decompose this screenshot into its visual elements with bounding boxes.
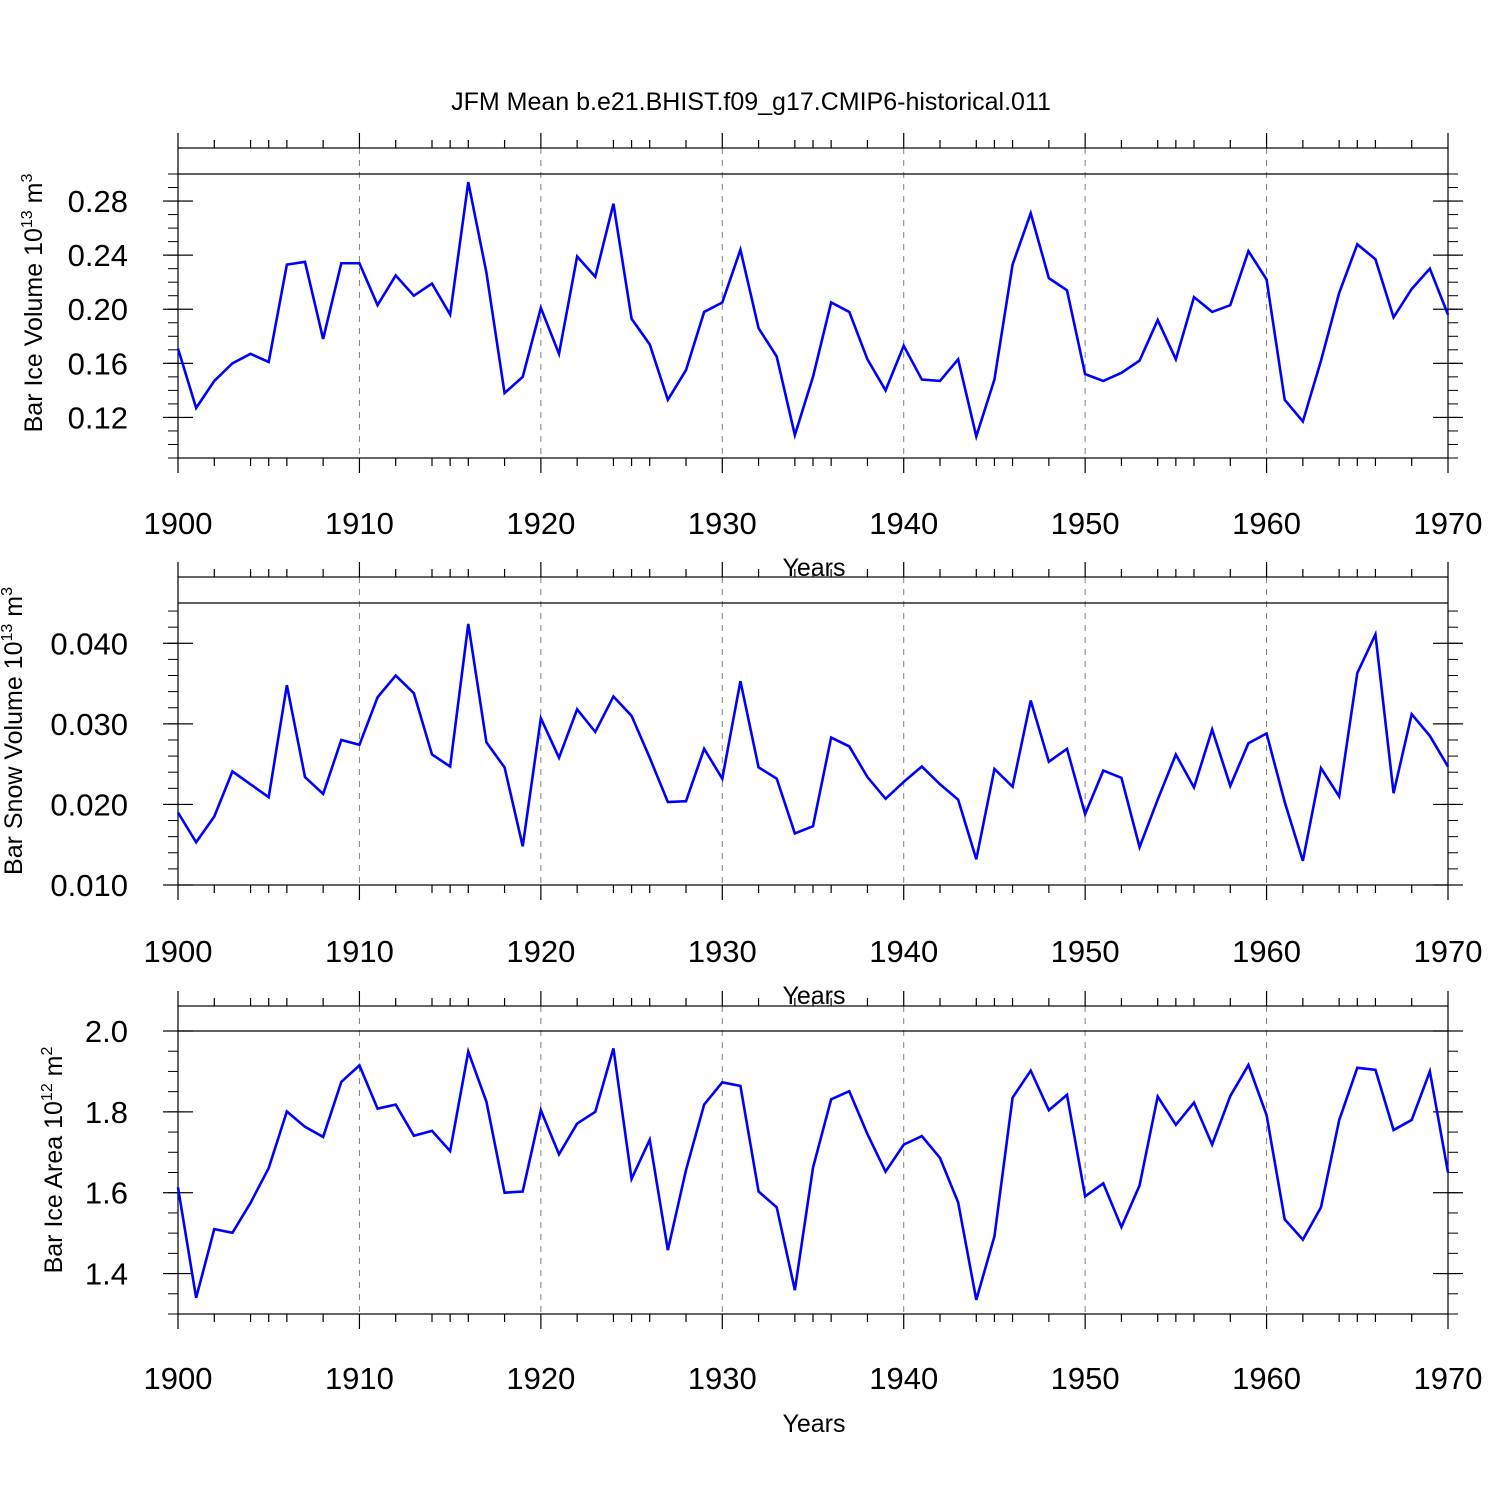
y-axis-title-unit-exponent: 3 — [0, 587, 16, 596]
y-axis-title: Bar Snow Volume 1013 m3 — [0, 587, 28, 875]
x-tick-label-1950: 1950 — [1051, 1361, 1120, 1396]
y-tick-label: 0.20 — [68, 292, 128, 327]
y-axis-title-unit: m — [40, 1056, 68, 1084]
plot-frame — [177, 147, 1449, 459]
panel-ice-area: 1900 1910 1920 1930 1940 1950 1960 1970 Years 1.4… — [39, 991, 1482, 1438]
series-line-ice-area — [176, 1046, 1450, 1301]
x-tick-label-1920: 1920 — [506, 934, 575, 969]
y-tick-label: 0.040 — [50, 626, 128, 661]
y-tick-label: 1.6 — [85, 1176, 128, 1211]
plot-frame — [177, 576, 1449, 886]
x-axis-title: Years — [782, 554, 845, 582]
y-tick-label: 0.16 — [68, 346, 128, 381]
x-axis-title: Years — [782, 1410, 845, 1438]
series-line-snow-volume — [176, 623, 1450, 862]
x-tick-label-1960: 1960 — [1232, 934, 1301, 969]
y-axis-title-unit: m — [20, 183, 48, 211]
x-tick-label-1900: 1900 — [144, 506, 213, 541]
x-tick-label-1950: 1950 — [1051, 506, 1120, 541]
x-tick-label-1960: 1960 — [1232, 1361, 1301, 1396]
y-axis-title-exponent: 12 — [39, 1083, 56, 1101]
x-tick-label-1900: 1900 — [144, 934, 213, 969]
y-tick-label: 0.020 — [50, 787, 128, 822]
y-axis-title-exponent: 13 — [0, 624, 16, 642]
y-tick-label: 0.28 — [68, 184, 128, 219]
y-tick-label: 2.0 — [85, 1014, 128, 1049]
x-axis-title: Years — [782, 982, 845, 1010]
plot-frame — [177, 1005, 1449, 1315]
x-tick-label-1970: 1970 — [1414, 1361, 1483, 1396]
x-tick-label-1940: 1940 — [869, 934, 938, 969]
y-tick-label: 0.030 — [50, 707, 128, 742]
y-axis-title: Bar Ice Volume 1013 m3 — [19, 174, 48, 433]
y-axis-title-unit-exponent: 2 — [39, 1047, 56, 1056]
y-axis-title-exponent: 13 — [19, 210, 36, 228]
y-tick-label: 0.010 — [50, 868, 128, 903]
x-tick-label-1920: 1920 — [506, 1361, 575, 1396]
x-tick-label-1940: 1940 — [869, 506, 938, 541]
x-tick-label-1910: 1910 — [325, 506, 394, 541]
x-tick-label-1960: 1960 — [1232, 506, 1301, 541]
y-tick-label: 1.4 — [85, 1257, 128, 1292]
y-axis-title-main: Bar Ice Area 10 — [40, 1101, 68, 1273]
x-tick-label-1910: 1910 — [325, 934, 394, 969]
y-axis-title-main: Bar Ice Volume 10 — [20, 228, 48, 432]
y-axis-title-main: Bar Snow Volume 10 — [0, 642, 28, 875]
y-axis-title-unit-exponent: 3 — [19, 174, 36, 183]
y-tick-label: 1.8 — [85, 1095, 128, 1130]
y-tick-label: 0.12 — [68, 400, 128, 435]
x-tick-label-1920: 1920 — [506, 506, 575, 541]
series-line-ice-volume — [176, 181, 1450, 442]
x-tick-label-1900: 1900 — [144, 1361, 213, 1396]
x-tick-label-1970: 1970 — [1414, 934, 1483, 969]
x-tick-label-1930: 1930 — [688, 1361, 757, 1396]
x-tick-label-1910: 1910 — [325, 1361, 394, 1396]
x-tick-label-1950: 1950 — [1051, 934, 1120, 969]
x-tick-label-1940: 1940 — [869, 1361, 938, 1396]
figure-title: JFM Mean b.e21.BHIST.f09_g17.CMIP6-histo… — [451, 88, 1051, 116]
y-axis-title: Bar Ice Area 1012 m2 — [39, 1047, 68, 1274]
x-tick-label-1930: 1930 — [688, 506, 757, 541]
y-tick-label: 0.24 — [68, 238, 128, 273]
y-axis-title-unit: m — [0, 596, 28, 624]
x-tick-label-1930: 1930 — [688, 934, 757, 969]
panel-ice-volume: 1900 1910 1920 1930 1940 1950 1960 1970 Years 0.1… — [19, 133, 1482, 582]
x-tick-label-1970: 1970 — [1414, 506, 1483, 541]
panel-snow-volume: 1900 1910 1920 1930 1940 1950 1960 1970 Years 0.0… — [0, 562, 1482, 1010]
